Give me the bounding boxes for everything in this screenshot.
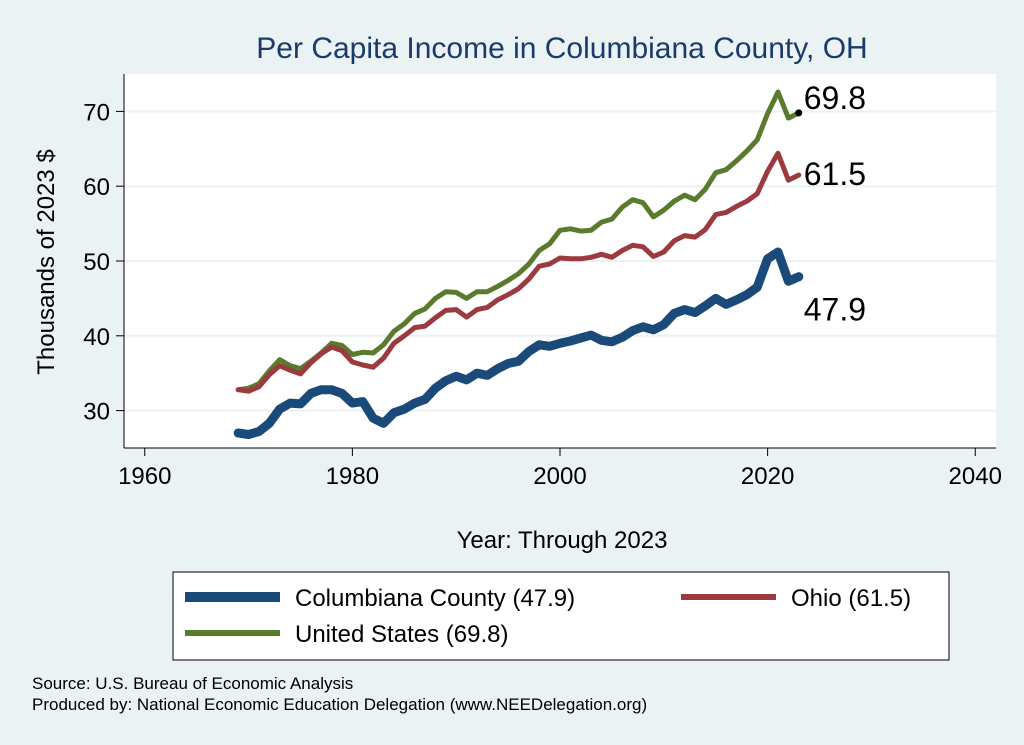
legend-label-1: Ohio (61.5) [791,585,911,612]
x-axis-label: Year: Through 2023 [457,527,668,554]
legend-label-2: United States (69.8) [295,621,508,648]
y-tick-label-40: 40 [83,324,110,351]
y-axis-ticks: 30 40 50 60 70 [83,99,124,426]
series-layer [233,89,804,439]
end-labels: 47.9 61.5 69.8 [795,80,866,328]
legend [172,571,950,661]
produced-by-note: Produced by: National Economic Education… [32,695,647,714]
x-tick-label-2020: 2020 [741,463,794,490]
x-axis-ticks: 1960 1980 2000 2020 2040 [118,448,1002,490]
grid [124,110,996,412]
chart-title: Per Capita Income in Columbiana County, … [256,32,867,65]
series-line-1 [235,150,802,394]
y-tick-label-70: 70 [83,99,110,126]
x-tick-label-2000: 2000 [533,463,586,490]
y-tick-label-60: 60 [83,174,110,201]
legend-label-0: Columbiana County (47.9) [295,585,575,612]
end-label-1: 61.5 [804,156,866,192]
x-tick-label-1980: 1980 [326,463,379,490]
end-marker [795,109,803,117]
end-label-0: 47.9 [804,292,866,328]
x-tick-label-1960: 1960 [118,463,171,490]
x-tick-label-2040: 2040 [949,463,1002,490]
source-note: Source: U.S. Bureau of Economic Analysis [32,674,353,693]
end-label-2: 69.8 [804,80,866,116]
series-line-0 [233,247,804,439]
series-line-2 [235,89,802,393]
y-axis-label: Thousands of 2023 $ [33,149,60,375]
y-tick-label-50: 50 [83,249,110,276]
legend-items: Columbiana County (47.9) Ohio (61.5) Unite… [185,585,911,648]
y-tick-label-30: 30 [83,399,110,426]
